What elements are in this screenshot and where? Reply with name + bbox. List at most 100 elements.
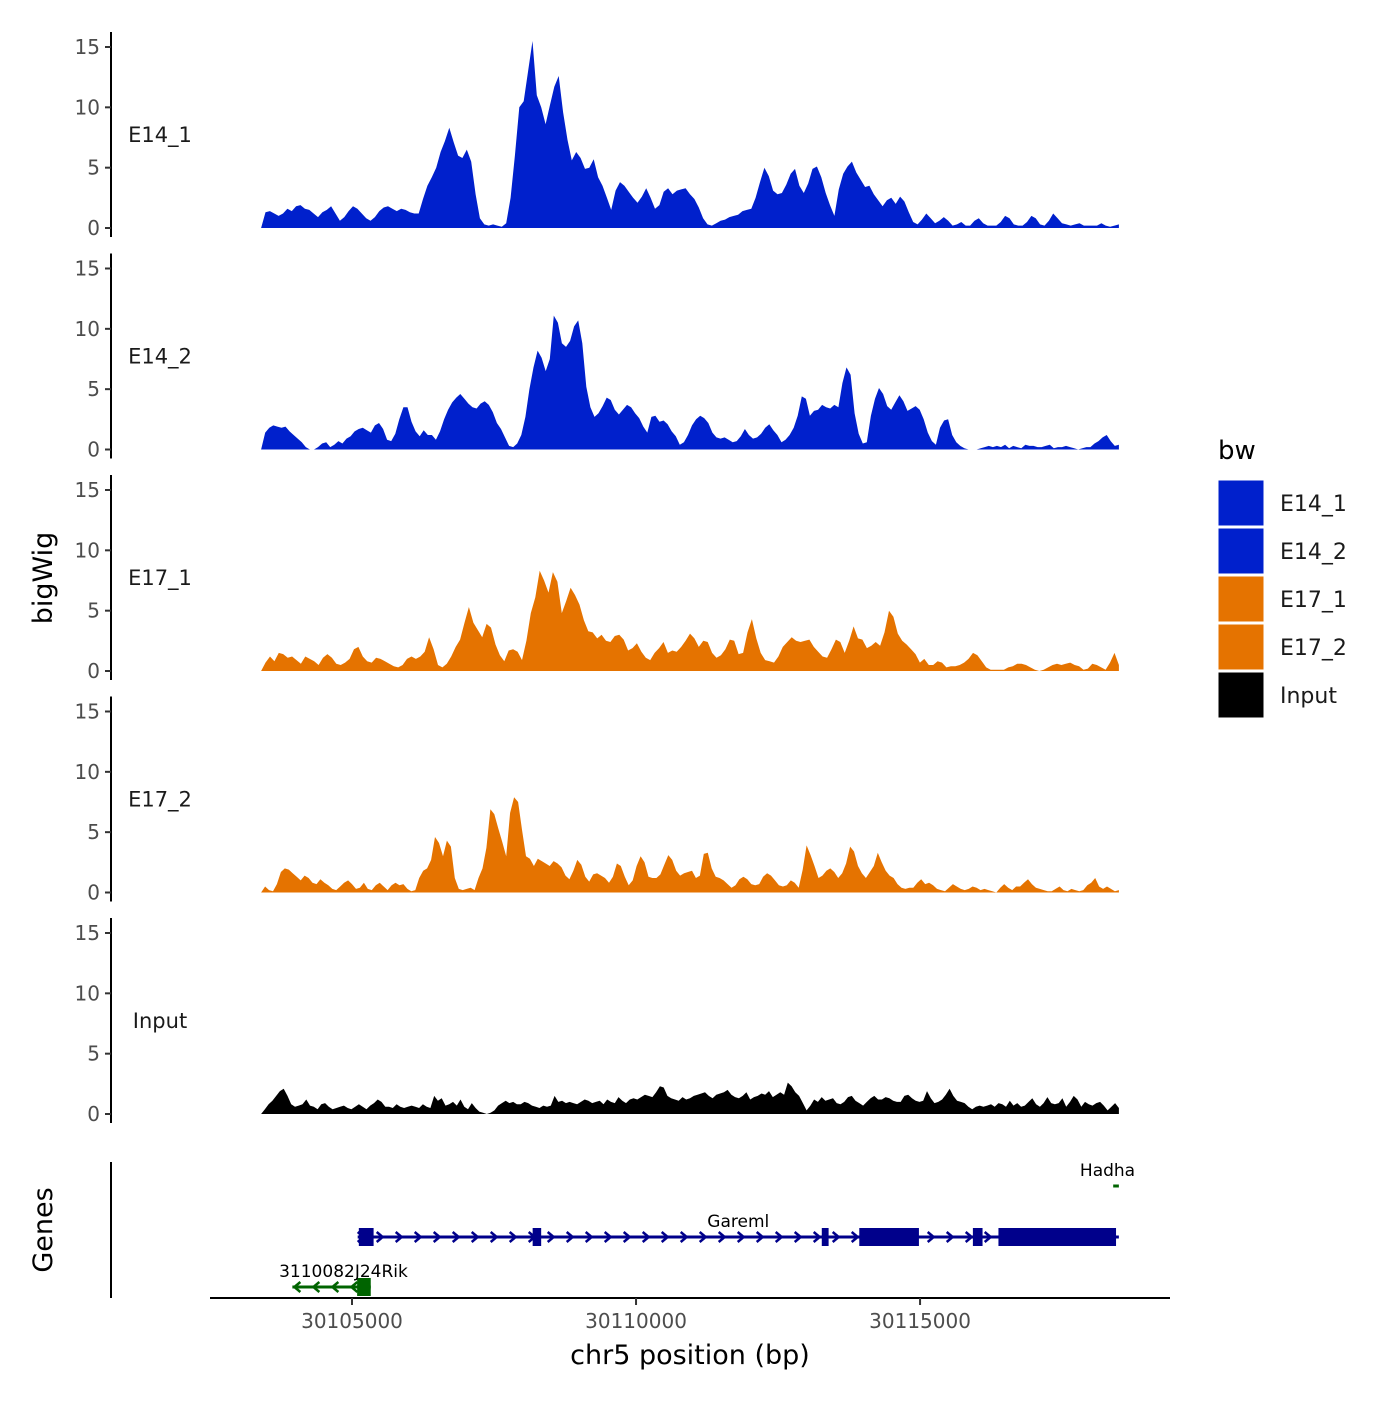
y-tick-label: 10 <box>75 317 100 341</box>
genes-panel: Hadha Gareml 3110082J24Rik <box>110 1161 1135 1298</box>
signal-area-e14-1 <box>261 41 1119 228</box>
y-tick-label: 15 <box>75 35 100 59</box>
legend-label: E17_1 <box>1280 588 1347 613</box>
legend-label: E14_2 <box>1280 540 1347 565</box>
exon-block <box>357 1278 371 1296</box>
legend-swatch <box>1217 671 1265 719</box>
strand-arrow <box>470 1231 480 1243</box>
legend-title: bw <box>1218 436 1256 466</box>
legend: bw E14_1 E14_2 E17_1 E17_2 Input <box>1217 436 1347 719</box>
y-tick-label: 5 <box>87 820 100 844</box>
strand-arrow <box>793 1231 803 1243</box>
gene-models: Hadha Gareml 3110082J24Rik <box>279 1161 1135 1296</box>
strand-arrow <box>489 1231 499 1243</box>
strand-arrow <box>394 1231 404 1243</box>
track-label-e17-1: E17_1 <box>128 566 192 591</box>
y-tick-label: 0 <box>87 881 100 905</box>
strand-arrow <box>622 1231 632 1243</box>
gene-hadha: Hadha <box>1080 1161 1135 1188</box>
y-tick-label: 10 <box>75 538 100 562</box>
strand-arrow <box>964 1231 974 1243</box>
x-ticks: 30105000 30110000 30115000 <box>301 1298 971 1333</box>
legend-swatch <box>1217 623 1265 671</box>
strand-arrow <box>641 1231 651 1243</box>
y-tick-label: 5 <box>87 1042 100 1066</box>
strand-arrow <box>831 1231 841 1243</box>
y-tick-label: 5 <box>87 377 100 401</box>
strand-arrow <box>311 1281 321 1293</box>
exon-block <box>821 1228 829 1246</box>
gene-label-3110082j24rik: 3110082J24Rik <box>279 1262 408 1282</box>
legend-item-input: Input <box>1217 671 1337 719</box>
strand-arrow <box>546 1231 556 1243</box>
track-e14-1: 0 5 10 15 E14_1 <box>75 32 1119 240</box>
legend-swatch <box>1217 575 1265 623</box>
strand-arrow <box>755 1231 765 1243</box>
gene-gareml: Gareml <box>356 1212 1119 1246</box>
strand-arrow <box>774 1231 784 1243</box>
x-tick-label: 30105000 <box>301 1309 403 1333</box>
signal-area-e14-2 <box>261 315 1119 450</box>
strand-arrow <box>330 1281 340 1293</box>
gene-3110082j24rik: 3110082J24Rik <box>279 1262 408 1296</box>
legend-swatch <box>1217 527 1265 575</box>
legend-item-e17-1: E17_1 <box>1217 575 1347 623</box>
y-tick-label: 5 <box>87 156 100 180</box>
x-tick-label: 30110000 <box>585 1309 687 1333</box>
x-axis-title: chr5 position (bp) <box>570 1340 810 1371</box>
exon-block <box>998 1228 1117 1246</box>
strand-arrow <box>508 1231 518 1243</box>
gene-label-hadha: Hadha <box>1080 1161 1135 1181</box>
y-tick-label: 5 <box>87 599 100 623</box>
y-tick-label: 0 <box>87 659 100 683</box>
strand-arrow <box>945 1231 955 1243</box>
y-tick-label: 10 <box>75 981 100 1005</box>
track-label-e17-2: E17_2 <box>128 788 192 813</box>
legend-label: Input <box>1280 684 1337 709</box>
strand-arrow <box>717 1231 727 1243</box>
y-tick-label: 0 <box>87 216 100 240</box>
track-label-e14-1: E14_1 <box>128 123 192 148</box>
legend-item-e14-2: E14_2 <box>1217 527 1347 575</box>
y-tick-label: 15 <box>75 478 100 502</box>
signal-area-e17-2 <box>261 797 1119 893</box>
strand-arrow <box>926 1231 936 1243</box>
strand-arrow <box>413 1231 423 1243</box>
signal-area-e17-1 <box>261 570 1119 671</box>
legend-items: E14_1 E14_2 E17_1 E17_2 Input <box>1217 479 1347 719</box>
legend-label: E14_1 <box>1280 492 1347 517</box>
strand-arrow <box>565 1231 575 1243</box>
signal-area-input <box>261 1082 1119 1114</box>
strand-arrow <box>432 1231 442 1243</box>
x-tick-label: 30115000 <box>869 1309 971 1333</box>
strand-arrow <box>584 1231 594 1243</box>
strand-arrow <box>375 1231 385 1243</box>
strand-arrow <box>812 1231 822 1243</box>
y-tick-label: 15 <box>75 700 100 724</box>
legend-item-e14-1: E14_1 <box>1217 479 1347 527</box>
y-tick-label: 0 <box>87 438 100 462</box>
exon-block <box>358 1228 374 1246</box>
legend-label: E17_2 <box>1280 636 1347 661</box>
legend-swatch <box>1217 479 1265 527</box>
track-input: 0 5 10 15 Input <box>75 918 1119 1126</box>
strand-arrow <box>349 1281 359 1293</box>
strand-arrow <box>983 1231 993 1243</box>
y-tick-label: 15 <box>75 921 100 945</box>
x-axis: 30105000 30110000 30115000 chr5 position (… <box>210 1297 1170 1371</box>
track-e14-2: 0 5 10 15 E14_2 <box>75 253 1119 462</box>
strand-arrow <box>660 1231 670 1243</box>
track-e17-1: 0 5 10 15 E17_1 <box>75 475 1119 683</box>
legend-item-e17-2: E17_2 <box>1217 623 1347 671</box>
strand-arrow <box>451 1231 461 1243</box>
track-e17-2: 0 5 10 15 E17_2 <box>75 696 1119 905</box>
exon-block <box>532 1228 542 1246</box>
strand-arrow <box>603 1231 613 1243</box>
track-label-input: Input <box>133 1009 187 1033</box>
track-label-e14-2: E14_2 <box>128 345 192 370</box>
y-tick-label: 10 <box>75 95 100 119</box>
strand-arrow <box>736 1231 746 1243</box>
strand-arrow <box>292 1281 302 1293</box>
genes-axis-title: Genes <box>28 1187 59 1272</box>
